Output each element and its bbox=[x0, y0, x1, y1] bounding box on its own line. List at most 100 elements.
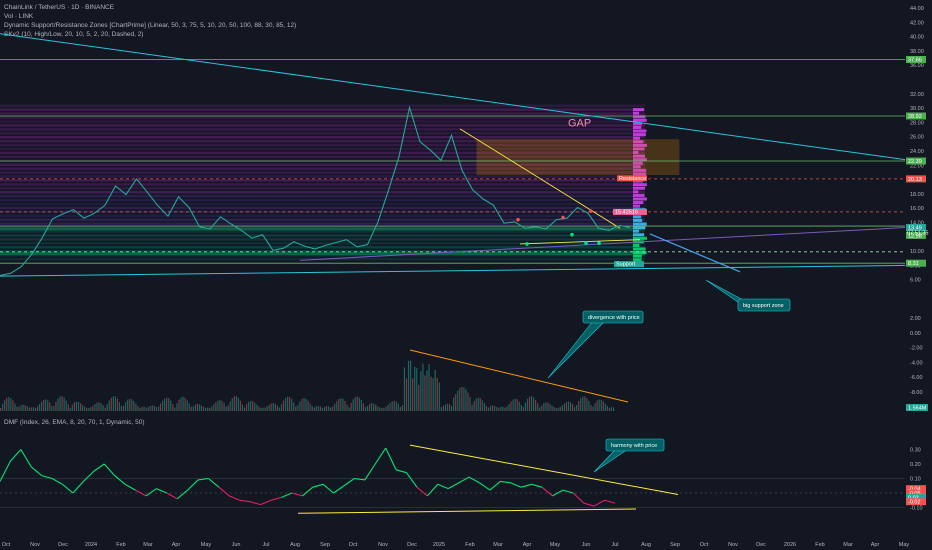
zone-band bbox=[0, 183, 645, 186]
volume-bar bbox=[594, 403, 596, 411]
volume-bar bbox=[317, 406, 319, 411]
volume-bar bbox=[549, 403, 551, 411]
level-tag: 13.49 bbox=[908, 226, 922, 232]
profile-bar bbox=[633, 218, 643, 222]
wedge-lower bbox=[519, 239, 641, 245]
volume-bar bbox=[268, 404, 270, 411]
volume-bar bbox=[457, 390, 459, 411]
profile-bar bbox=[633, 125, 642, 129]
time-tick: Dec bbox=[407, 542, 417, 548]
dmf-tick: -0.10 bbox=[910, 506, 923, 512]
volume-bar bbox=[82, 405, 84, 411]
dmf-segment bbox=[281, 492, 293, 498]
volume-bar bbox=[186, 400, 188, 411]
volume-bar bbox=[299, 401, 301, 411]
profile-bar bbox=[633, 186, 645, 190]
volume-bar bbox=[159, 403, 162, 411]
level-tag: 28.92 bbox=[908, 114, 922, 120]
volume-bar bbox=[282, 400, 285, 411]
volume-bar bbox=[28, 407, 30, 411]
gap-rect bbox=[476, 139, 680, 175]
volume-bar bbox=[129, 398, 131, 411]
dmf-segment bbox=[124, 483, 136, 491]
volume-bar bbox=[75, 401, 78, 411]
profile-bar bbox=[633, 193, 645, 197]
dmf-lower-trend bbox=[297, 508, 637, 514]
volume-bar bbox=[389, 402, 391, 411]
volume-bar bbox=[459, 388, 461, 411]
dmf-harmony-line bbox=[409, 444, 679, 495]
volume-bar bbox=[414, 366, 416, 411]
time-tick: Oct bbox=[2, 542, 11, 548]
gap-label: GAP bbox=[568, 118, 591, 130]
volume-bar bbox=[18, 406, 20, 411]
dmf-segment bbox=[176, 489, 188, 500]
profile-bar bbox=[633, 222, 647, 226]
dmf-segment bbox=[604, 499, 616, 504]
volume-bar bbox=[6, 397, 8, 411]
volume-bar bbox=[141, 406, 143, 411]
volume-bar bbox=[190, 406, 192, 411]
descending-trendline bbox=[0, 33, 906, 161]
profile-bar bbox=[633, 254, 642, 258]
time-tick: Sep bbox=[320, 542, 330, 548]
volume-bar bbox=[77, 401, 80, 411]
signal-dot bbox=[525, 242, 529, 246]
volume-bar bbox=[541, 405, 543, 411]
zone-band bbox=[0, 175, 645, 178]
volume-bar bbox=[221, 400, 223, 411]
profile-bar bbox=[633, 197, 647, 201]
profile-bar bbox=[633, 133, 646, 137]
price-tick: 26.00 bbox=[910, 135, 924, 141]
volume-bar bbox=[293, 402, 295, 411]
volume-bar bbox=[108, 400, 110, 411]
time-tick: May bbox=[899, 542, 910, 548]
volume-bar bbox=[477, 397, 479, 411]
purple-trendline bbox=[299, 227, 906, 261]
zone-band bbox=[0, 167, 645, 170]
divergence-callout-box bbox=[582, 310, 644, 324]
price-tick: 28.00 bbox=[910, 120, 924, 126]
volume-bar bbox=[576, 404, 578, 411]
volume-bar bbox=[444, 404, 447, 411]
volume-bar bbox=[547, 402, 549, 411]
dmf-segment bbox=[10, 449, 22, 462]
volume-bar bbox=[12, 400, 14, 411]
time-tick: Mar bbox=[843, 542, 853, 548]
volume-bar bbox=[123, 405, 125, 411]
volume-bar bbox=[455, 393, 457, 411]
price-tick: 16.00 bbox=[910, 206, 924, 212]
volume-bar bbox=[43, 399, 45, 411]
volume-bar bbox=[180, 397, 182, 411]
zone-band bbox=[0, 128, 645, 131]
zone-band bbox=[0, 218, 645, 221]
volume-bar bbox=[364, 406, 367, 411]
dmf-segment bbox=[572, 492, 585, 504]
time-tick: Nov bbox=[378, 542, 388, 548]
volume-bar bbox=[479, 398, 481, 411]
volume-bar bbox=[311, 406, 313, 411]
volume-bar bbox=[61, 396, 63, 411]
volume-bar bbox=[446, 403, 449, 411]
zone-band bbox=[0, 242, 645, 245]
volume-bar bbox=[207, 407, 209, 411]
profile-bar bbox=[633, 161, 643, 165]
volume-bar bbox=[537, 403, 539, 411]
volume-bar bbox=[369, 403, 371, 411]
volume-bar bbox=[178, 399, 180, 411]
time-tick: Mar bbox=[493, 542, 503, 548]
volume-bar bbox=[237, 397, 239, 411]
volume-bar bbox=[63, 397, 65, 411]
price-tick: 24.00 bbox=[910, 149, 924, 155]
dmf-tag-bg bbox=[906, 498, 926, 506]
volume-bar bbox=[463, 387, 465, 411]
price-tick: 6.00 bbox=[910, 278, 921, 284]
volume-bar bbox=[67, 404, 69, 411]
profile-bar bbox=[633, 154, 645, 158]
time-tick: May bbox=[550, 542, 561, 548]
zone-band bbox=[0, 143, 645, 147]
volume-bar bbox=[518, 401, 520, 411]
zone-band bbox=[0, 151, 645, 155]
zones-indicator-legend: Dynamic Support/Resistance Zones [ChartP… bbox=[4, 22, 297, 29]
